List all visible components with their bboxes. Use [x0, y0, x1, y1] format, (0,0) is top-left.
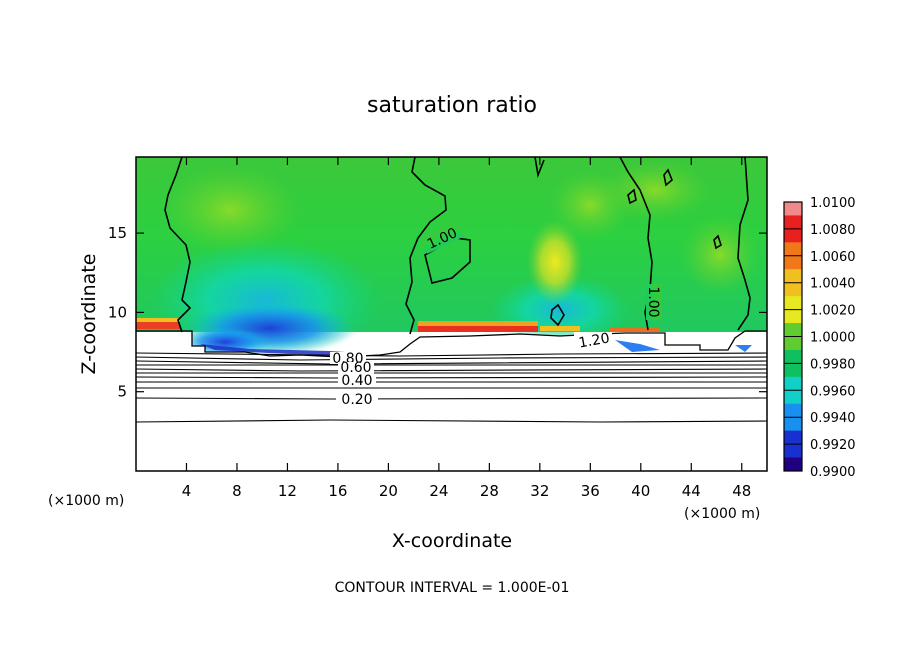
colorbar-swatch: [784, 390, 802, 405]
colorbar-swatch: [784, 417, 802, 432]
x-tick-label: 12: [278, 482, 297, 500]
field-red-band: [136, 322, 180, 329]
colorbar-swatch: [784, 269, 802, 284]
contour-label: 1.20: [577, 330, 610, 351]
colorbar-swatch: [784, 228, 802, 243]
x-unit-label-left: (×1000 m): [48, 493, 124, 509]
field-yellow-region: [680, 215, 760, 295]
field-blue-edge: [200, 344, 360, 355]
colorbar-tick-label: 1.0060: [810, 250, 856, 265]
x-axis: 4 8 12 16 20 24 28 32 36 40 44 48: [182, 157, 751, 500]
y-axis: 5 10 15: [108, 224, 767, 401]
colorbar-swatch: [784, 296, 802, 311]
field-lime-patch: [160, 165, 300, 255]
chart-title: saturation ratio: [367, 93, 537, 118]
field-red-band: [610, 328, 660, 332]
y-tick-label: 10: [108, 303, 127, 321]
field-orange-band: [136, 318, 180, 322]
colorbar-swatch: [784, 242, 802, 257]
x-tick-label: 16: [328, 482, 347, 500]
contour-cloud-base: [136, 330, 767, 358]
colorbar-swatch: [784, 282, 802, 297]
x-tick-label: 20: [379, 482, 398, 500]
colorbar-tick-label: 1.0040: [810, 277, 856, 292]
contour-label: 0.60: [340, 360, 371, 376]
colorbar-swatch: [784, 336, 802, 351]
contour-label: 0.20: [341, 392, 372, 408]
plot-frame: [135, 156, 768, 472]
plot-area: [136, 157, 767, 471]
x-tick-label: 48: [732, 482, 751, 500]
x-tick-label: 28: [480, 482, 499, 500]
colorbar-swatch: [784, 403, 802, 418]
colorbar-swatch: [784, 323, 802, 337]
x-tick-label: 8: [232, 482, 242, 500]
field-red-band: [418, 326, 538, 332]
y-axis-title: Z-coordinate: [78, 254, 100, 375]
colorbar-swatch: [784, 376, 802, 391]
colorbar-swatch: [784, 363, 802, 378]
field-yellow-region: [527, 220, 583, 304]
colorbar: 1.0100 1.0080 1.0060 1.0040 1.0020 1.0000 0.99…: [783, 196, 856, 480]
x-unit-label-right: (×1000 m): [684, 506, 760, 522]
colorbar-tick-label: 0.9920: [810, 438, 856, 453]
contour-label: 0.40: [341, 373, 372, 389]
colorbar-tick-label: 0.9900: [810, 465, 856, 480]
colorbar-swatch: [784, 457, 802, 472]
field-yellow-region: [600, 160, 710, 220]
x-axis-title: X-coordinate: [392, 530, 512, 552]
field-blue-edge: [735, 345, 752, 352]
colorbar-tick-label: 1.0000: [810, 331, 856, 346]
contour-labels: 1.00 1.00 1.20 0.80 0.60 0.40 0.20: [330, 222, 662, 408]
colorbar-tick-label: 0.9960: [810, 384, 856, 399]
colorbar-tick-label: 1.0080: [810, 223, 856, 238]
colorbar-swatch: [784, 255, 802, 270]
colorbar-tick-label: 1.0020: [810, 304, 856, 319]
field-orange-band: [540, 326, 580, 331]
x-tick-label: 36: [581, 482, 600, 500]
x-tick-label: 40: [631, 482, 650, 500]
colorbar-swatch: [784, 430, 802, 445]
colorbar-tick-label: 1.0100: [810, 196, 856, 211]
colorbar-tick-label: 0.9940: [810, 411, 856, 426]
field-white-region: [136, 332, 767, 471]
x-tick-label: 4: [182, 482, 192, 500]
x-tick-label: 24: [429, 482, 448, 500]
colorbar-swatch: [784, 349, 802, 364]
colorbar-swatch: [784, 215, 802, 230]
y-tick-label: 15: [108, 224, 127, 242]
y-tick-label: 5: [117, 383, 127, 401]
x-tick-label: 44: [682, 482, 701, 500]
contour-interval-note: CONTOUR INTERVAL = 1.000E-01: [335, 580, 570, 596]
field-blue-edge: [615, 340, 660, 352]
field-orange-band: [418, 321, 538, 326]
x-tick-label: 32: [530, 482, 549, 500]
contour-1.00-lines: [164, 157, 751, 335]
colorbar-swatch: [784, 444, 802, 459]
colorbar-tick-label: 0.9980: [810, 357, 856, 372]
contour-label: 1.00: [645, 286, 661, 317]
colorbar-swatch: [784, 309, 802, 324]
colorbar-swatch: [784, 202, 802, 216]
